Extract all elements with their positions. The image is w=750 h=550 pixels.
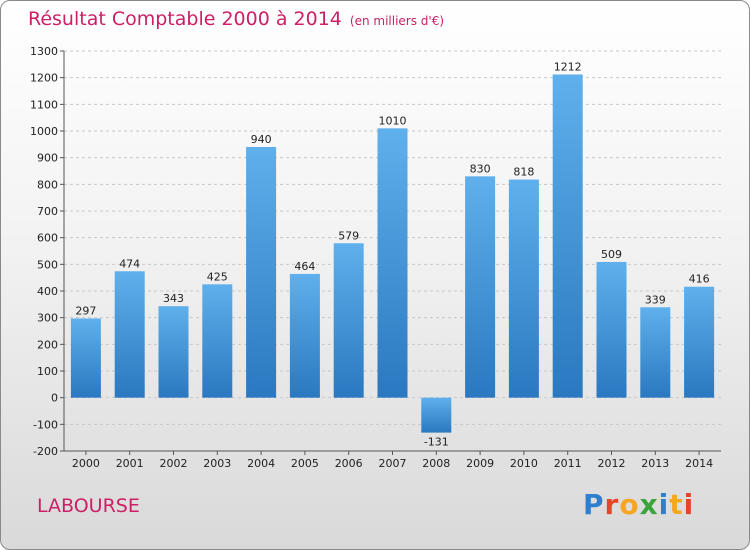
data-label: 940 — [251, 133, 272, 146]
x-tick-label: 2004 — [247, 457, 275, 470]
bar-2013[interactable] — [640, 307, 671, 398]
y-tick-label: 1000 — [30, 125, 58, 138]
x-tick-label: 2011 — [554, 457, 582, 470]
x-tick-label: 2008 — [422, 457, 450, 470]
bar-2008[interactable] — [421, 397, 452, 433]
y-tick-label: 400 — [37, 285, 58, 298]
y-tick-label: -200 — [33, 445, 58, 458]
bar-2011[interactable] — [552, 74, 583, 398]
x-tick-label: 2013 — [641, 457, 669, 470]
bar-2004[interactable] — [246, 147, 277, 398]
logo-letter: P — [583, 488, 605, 521]
x-tick-label: 2009 — [466, 457, 494, 470]
bar-2014[interactable] — [684, 286, 715, 398]
x-tick-label: 2014 — [685, 457, 713, 470]
data-label: 425 — [207, 270, 228, 283]
bar-2006[interactable] — [333, 243, 364, 398]
logo-letter: x — [639, 488, 659, 521]
logo-letter: t — [669, 488, 684, 521]
y-tick-label: 1200 — [30, 72, 58, 85]
logo-letter: i — [658, 488, 670, 521]
y-tick-label: 800 — [37, 178, 58, 191]
data-label: 416 — [689, 273, 710, 286]
logo-letter: i — [683, 488, 695, 521]
bar-2005[interactable] — [289, 273, 320, 398]
data-label: 830 — [470, 162, 491, 175]
data-label: 1212 — [554, 60, 582, 73]
bar-2012[interactable] — [596, 261, 627, 398]
bar-2000[interactable] — [70, 318, 101, 398]
y-tick-label: 900 — [37, 152, 58, 165]
x-tick-label: 2001 — [116, 457, 144, 470]
logo-letter: o — [619, 488, 640, 521]
x-tick-label: 2005 — [291, 457, 319, 470]
proxiti-logo[interactable]: Proxiti — [583, 488, 694, 521]
data-label: 464 — [294, 260, 315, 273]
data-label: -131 — [424, 436, 449, 449]
x-tick-label: 2003 — [203, 457, 231, 470]
y-tick-label: 1100 — [30, 98, 58, 111]
bar-2010[interactable] — [508, 179, 539, 398]
x-tick-label: 2000 — [72, 457, 100, 470]
y-tick-label: 0 — [51, 392, 58, 405]
bar-2009[interactable] — [465, 176, 496, 398]
x-tick-label: 2007 — [379, 457, 407, 470]
bar-2002[interactable] — [158, 306, 189, 398]
x-tick-label: 2006 — [335, 457, 363, 470]
y-tick-label: 1300 — [30, 45, 58, 58]
y-tick-label: 500 — [37, 258, 58, 271]
data-label: 474 — [119, 257, 140, 270]
x-tick-label: 2002 — [160, 457, 188, 470]
data-label: 343 — [163, 292, 184, 305]
y-tick-label: 100 — [37, 365, 58, 378]
x-tick-label: 2012 — [598, 457, 626, 470]
chart-title: Résultat Comptable 2000 à 2014 (en millie… — [28, 8, 444, 30]
y-tick-label: -100 — [33, 418, 58, 431]
y-tick-label: 200 — [37, 338, 58, 351]
y-tick-label: 300 — [37, 312, 58, 325]
data-label: 579 — [338, 229, 359, 242]
data-label: 509 — [601, 248, 622, 261]
bar-2007[interactable] — [377, 128, 408, 398]
chart-subtitle: (en milliers d'€) — [349, 14, 445, 28]
data-label: 339 — [645, 293, 666, 306]
logo-letter: r — [604, 488, 620, 521]
chart-title-text: Résultat Comptable 2000 à 2014 — [28, 8, 342, 30]
bar-2001[interactable] — [114, 271, 145, 398]
y-tick-label: 600 — [37, 232, 58, 245]
town-name: LABOURSE — [37, 495, 140, 517]
bar-2003[interactable] — [202, 284, 233, 398]
y-tick-label: 700 — [37, 205, 58, 218]
data-label: 818 — [513, 166, 534, 179]
data-label: 1010 — [379, 114, 407, 127]
x-tick-label: 2010 — [510, 457, 538, 470]
data-label: 297 — [75, 304, 96, 317]
